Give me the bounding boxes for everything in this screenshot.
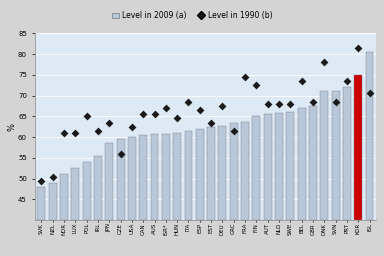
Y-axis label: %: %: [8, 123, 17, 131]
Point: [333, 100, 339, 104]
Bar: [286, 112, 294, 220]
Point: [219, 104, 225, 108]
Point: [61, 131, 67, 135]
Point: [287, 102, 293, 106]
Point: [344, 79, 350, 83]
Bar: [309, 106, 317, 220]
Point: [84, 114, 90, 118]
Bar: [252, 116, 260, 220]
Bar: [128, 137, 136, 220]
Bar: [196, 129, 204, 220]
Point: [366, 91, 372, 95]
Point: [118, 152, 124, 156]
Point: [276, 102, 282, 106]
Legend: Level in 2009 (a), Level in 1990 (b): Level in 2009 (a), Level in 1990 (b): [112, 11, 272, 20]
Point: [265, 102, 271, 106]
Point: [106, 121, 113, 125]
Bar: [117, 139, 124, 220]
Point: [174, 116, 180, 121]
Bar: [320, 91, 328, 220]
Bar: [184, 131, 192, 220]
Bar: [241, 122, 249, 220]
Bar: [173, 133, 181, 220]
Point: [72, 131, 78, 135]
Bar: [332, 91, 339, 220]
Point: [50, 175, 56, 179]
Point: [197, 108, 203, 112]
Bar: [83, 162, 91, 220]
Bar: [60, 175, 68, 220]
Point: [321, 60, 327, 65]
Point: [298, 79, 305, 83]
Point: [208, 121, 214, 125]
Bar: [105, 143, 113, 220]
Point: [163, 106, 169, 110]
Bar: [298, 108, 306, 220]
Point: [95, 129, 101, 133]
Point: [253, 83, 260, 87]
Point: [231, 129, 237, 133]
Point: [140, 112, 146, 116]
Bar: [275, 113, 283, 220]
Bar: [37, 187, 45, 220]
Bar: [366, 52, 374, 220]
Bar: [151, 134, 159, 220]
Point: [129, 125, 135, 129]
Bar: [71, 168, 79, 220]
Bar: [207, 127, 215, 220]
Bar: [94, 156, 102, 220]
Point: [355, 46, 361, 50]
Bar: [218, 126, 227, 220]
Bar: [354, 75, 362, 220]
Point: [310, 100, 316, 104]
Bar: [343, 87, 351, 220]
Bar: [230, 123, 238, 220]
Point: [185, 100, 192, 104]
Point: [151, 112, 157, 116]
Point: [242, 75, 248, 79]
Bar: [162, 134, 170, 220]
Bar: [139, 135, 147, 220]
Bar: [49, 183, 56, 220]
Point: [38, 179, 45, 183]
Bar: [264, 114, 271, 220]
